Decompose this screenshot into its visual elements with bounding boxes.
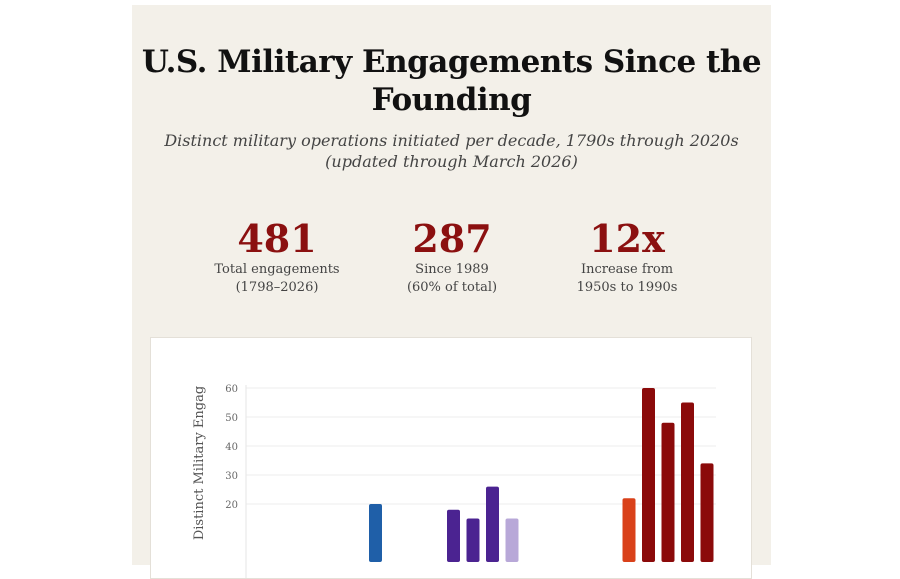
y-tick-label: 60 (225, 384, 238, 395)
stat-label: Total engagements (214, 262, 340, 277)
chart-panel: Distinct Military Engag 20 30 40 50 60 (150, 337, 752, 579)
bar-1980s[interactable] (622, 498, 636, 562)
page-title: U.S. Military Engagements Since the Foun… (141, 44, 762, 118)
stat-increase: 12x Increase from 1950s to 1990s (542, 217, 712, 297)
infographic-card: U.S. Military Engagements Since the Foun… (132, 5, 771, 579)
bar-1900s[interactable] (466, 518, 480, 563)
stat-sublabel: (1798–2026) (235, 280, 319, 295)
y-tick-label: 50 (225, 413, 238, 424)
bar-chart: Distinct Military Engag 20 30 40 50 60 (192, 384, 716, 578)
y-tick-label: 30 (225, 471, 238, 482)
stat-label: Since 1989 (415, 262, 489, 277)
bar-1850s[interactable] (369, 504, 382, 562)
stat-value: 287 (412, 216, 492, 261)
stats-row: 481 Total engagements (1798–2026) 287 Si… (192, 217, 712, 297)
stat-sublabel: 1950s to 1990s (576, 280, 678, 295)
bar-2020s[interactable] (700, 463, 714, 562)
y-axis-label: Distinct Military Engag (192, 386, 207, 540)
stat-sublabel: (60% of total) (406, 280, 498, 295)
bar-2000s[interactable] (661, 422, 675, 562)
subtitle: Distinct military operations initiated p… (164, 131, 739, 171)
bar-1920s[interactable] (505, 518, 519, 563)
bar-1890s[interactable] (447, 509, 460, 562)
y-tick-label: 40 (225, 442, 238, 453)
stat-value: 481 (237, 216, 317, 261)
bar-1990s[interactable] (642, 388, 655, 562)
bar-2010s[interactable] (681, 402, 694, 563)
y-tick-label: 20 (225, 500, 238, 511)
stat-since-1989: 287 Since 1989 (60% of total) (367, 217, 537, 297)
bar-1910s[interactable] (486, 486, 499, 562)
stat-total: 481 Total engagements (1798–2026) (192, 217, 362, 297)
stat-value: 12x (589, 216, 665, 261)
stat-label: Increase from (580, 262, 674, 277)
